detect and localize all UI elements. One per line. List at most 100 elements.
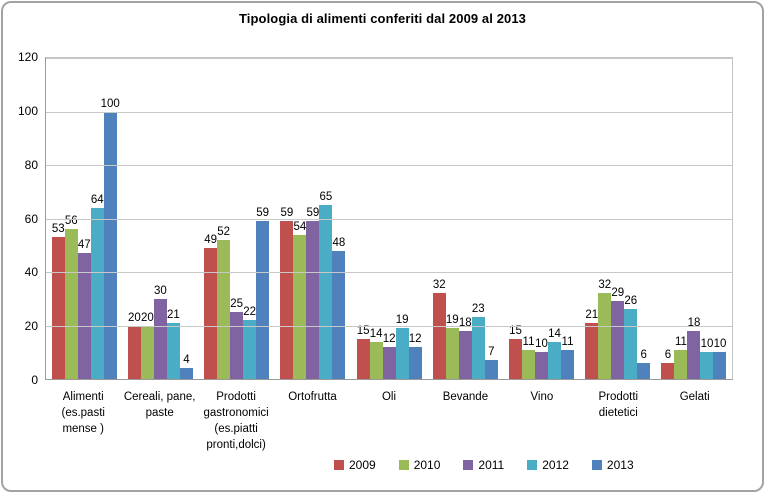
x-category-label: Bevande (442, 391, 489, 403)
bar-2011-vino (535, 352, 549, 379)
legend-label: 2011 (478, 458, 505, 472)
bar-value-label: 4 (183, 354, 190, 367)
bar-2011-prodotti (611, 301, 625, 379)
x-category-label: Ortofrutta (288, 391, 337, 403)
bar-value-label: 6 (640, 348, 647, 361)
bar-2009-vino (509, 338, 523, 379)
legend-label: 2013 (606, 458, 634, 472)
bar-2010-cereali, (140, 325, 154, 379)
bar-value-label: 59 (306, 207, 320, 220)
grid-line (46, 58, 732, 59)
bar-2009-prodotti (585, 322, 599, 379)
bar-2012-prodotti (624, 309, 638, 379)
bar-2011-alimenti (77, 253, 91, 379)
bar-value-label: 19 (445, 314, 459, 327)
bar-2012-prodotti (243, 320, 257, 379)
bar-value-label: 47 (77, 239, 91, 252)
x-category-label: Prodotti gastronomici (es.piatti pronti,dol… (203, 391, 269, 451)
bar-value-label: 23 (471, 303, 485, 316)
legend-item-2011: 2011 (463, 459, 504, 471)
bar-value-label: 25 (230, 298, 244, 311)
y-tick-label: 120 (17, 50, 38, 64)
bar-value-label: 20 (128, 311, 141, 324)
bar-value-label: 15 (509, 324, 522, 337)
bar-2010-alimenti (64, 229, 78, 379)
legend: 2009 2010 2011 2012 2013 (334, 459, 634, 471)
bar-value-label: 22 (243, 306, 257, 319)
bar-2011-bevande (458, 330, 472, 379)
bar-2011-gelati (687, 330, 701, 379)
x-category-label: Gelati (679, 391, 710, 403)
legend-label: 2009 (349, 458, 376, 472)
bar-2010-prodotti (217, 239, 231, 379)
grid-line (46, 272, 732, 274)
x-category-label: Oli (381, 391, 396, 403)
bar-value-label: 11 (522, 335, 535, 348)
bar-2010-vino (522, 349, 536, 379)
legend-swatch-icon (334, 460, 344, 470)
bar-2012-gelati (700, 352, 714, 379)
bar-2011-cereali, (153, 298, 167, 379)
bar-2013-gelati (713, 352, 727, 379)
bar-2013-ortofrutta (332, 250, 346, 379)
x-category-label: Prodotti dietetici (598, 391, 639, 419)
category-group: 15 14 12 19 12 (351, 58, 427, 379)
bar-value-label: 10 (700, 338, 714, 351)
y-tick-label: 0 (31, 373, 38, 387)
bar-value-label: 26 (624, 295, 638, 308)
bar-value-label: 53 (51, 223, 65, 236)
bar-value-label: 14 (369, 327, 383, 340)
bar-value-label: 10 (713, 338, 727, 351)
legend-swatch-icon (527, 460, 538, 470)
legend-label: 2010 (413, 458, 441, 472)
grid-line (46, 325, 732, 327)
bar-value-label: 21 (585, 308, 599, 321)
bar-value-label: 20 (141, 311, 154, 324)
bar-2009-prodotti (204, 247, 218, 379)
legend-item-2012: 2012 (527, 459, 569, 471)
grid-line (46, 218, 732, 220)
bar-2012-oli (395, 328, 409, 379)
y-tick-label: 40 (24, 265, 38, 280)
bar-2011-ortofrutta (306, 221, 320, 379)
bar-2010-ortofrutta (293, 234, 307, 379)
bar-value-label: 54 (293, 220, 307, 233)
y-tick-label: 100 (17, 103, 38, 118)
bar-value-label: 12 (382, 332, 396, 345)
y-tick-label: 60 (24, 211, 38, 226)
bar-2012-bevande (471, 317, 485, 379)
bar-2010-prodotti (598, 293, 612, 379)
category-group: 53 56 47 64 100 (46, 58, 122, 379)
bar-value-label: 7 (488, 346, 495, 359)
bar-2011-oli (382, 346, 396, 379)
bar-2012-vino (548, 341, 562, 379)
bar-value-label: 18 (458, 316, 472, 329)
bar-2009-gelati (661, 362, 675, 379)
category-group: 20 20 30 21 4 (122, 58, 198, 379)
legend-swatch-icon (463, 460, 474, 470)
bar-value-label: 32 (598, 279, 612, 292)
bar-2012-ortofrutta (319, 205, 333, 379)
legend-swatch-icon (591, 460, 602, 470)
legend-item-2010: 2010 (398, 458, 441, 472)
bar-value-label: 11 (561, 335, 574, 348)
legend-label: 2012 (542, 458, 569, 472)
bar-2010-oli (369, 341, 383, 379)
y-tick-label: 80 (24, 157, 38, 172)
bar-value-label: 32 (432, 279, 446, 292)
bar-value-label: 65 (319, 191, 333, 204)
bar-value-label: 15 (356, 324, 370, 337)
bar-2013-cereali, (179, 368, 193, 379)
bar-value-label: 30 (154, 284, 167, 297)
bar-2013-oli (408, 346, 422, 379)
bar-2012-alimenti (90, 207, 104, 379)
bar-value-label: 48 (332, 236, 346, 249)
category-group: 15 11 10 14 11 (503, 58, 579, 379)
category-group: 21 32 29 26 6 (580, 58, 656, 379)
legend-swatch-icon (398, 460, 409, 470)
bar-value-label: 29 (611, 287, 625, 300)
bar-groups: 53 56 47 64 100 20 20 30 21 4 49 52 25 22 59 59 54 59 65 48… (46, 58, 732, 379)
bar-value-label: 21 (167, 308, 180, 321)
bar-2009-alimenti (51, 237, 65, 379)
bar-2011-prodotti (230, 312, 244, 379)
